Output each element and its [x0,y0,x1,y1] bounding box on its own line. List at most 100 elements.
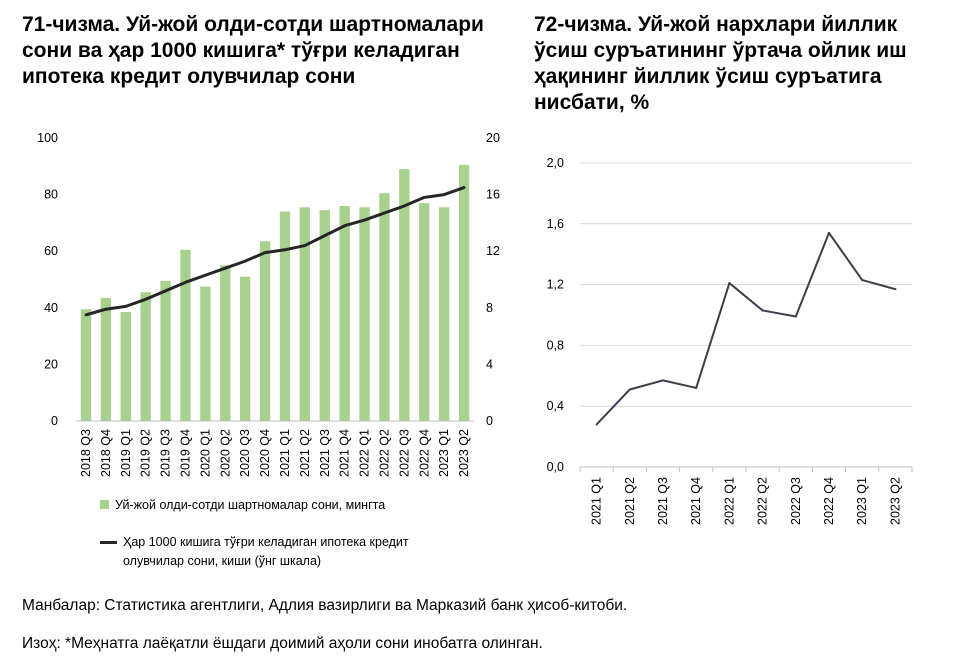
legend-line: Ҳар 1000 кишига тўғри келадиган ипотека … [100,533,510,571]
mortgage-point-2021-Q1 [283,248,287,252]
ratio-point-2022-Q2 [761,309,764,312]
ratio-point-2023-Q1 [861,279,864,282]
bar-2021-Q2 [299,207,311,421]
mortgage-point-2023-Q1 [442,193,446,197]
bar-2018-Q3 [80,309,92,421]
x-tick-label: 2019 Q3 [159,429,173,477]
bar-2022-Q4 [419,203,430,421]
y-right-tick-label: 16 [486,188,500,202]
ratio-point-2021-Q2 [628,388,631,391]
y-left-tick-label: 60 [44,244,58,258]
legend-line-label: Ҳар 1000 кишига тўғри келадиган ипотека … [123,535,409,568]
y-tick-label: 0,4 [547,399,564,413]
x-tick-label: 2022 Q4 [417,429,431,477]
x-tick-label: 2021 Q2 [623,477,637,525]
mortgage-line [85,186,465,317]
bar-2020-Q2 [220,265,231,421]
y-left-tick-label: 0 [51,414,58,428]
bar-2021-Q1 [279,211,291,421]
mortgage-point-2020-Q3 [243,259,247,263]
bar-2019-Q3 [160,280,171,421]
note-text: Изоҳ: *Меҳнатга лаёқатли ёшдаги доимий а… [22,635,543,652]
x-tick-label: 2023 Q1 [437,429,451,477]
bar-2022-Q3 [399,169,410,421]
bar-2019-Q2 [140,292,151,421]
mortgage-point-2022-Q1 [363,218,366,222]
y-right-tick-label: 20 [486,131,500,145]
x-tick-label: 2018 Q4 [99,429,113,477]
x-tick-label: 2022 Q3 [397,429,411,477]
x-tick-label: 2022 Q2 [756,477,770,525]
x-tick-label: 2019 Q4 [178,429,192,477]
mortgage-point-2020-Q1 [203,273,207,277]
bar-2021-Q4 [339,205,350,421]
legend-bars-label: Уй-жой олди-сотди шартномалар сони, минг… [115,498,386,512]
x-tick-label: 2022 Q1 [358,429,372,477]
bar-2019-Q1 [120,312,131,421]
x-tick-label: 2022 Q1 [722,477,736,525]
mortgage-point-2018-Q3 [84,313,88,317]
ratio-point-2021-Q1 [595,423,598,426]
x-tick-label: 2021 Q3 [656,477,670,525]
ratio-point-2022-Q3 [794,315,797,318]
mortgage-point-2021-Q4 [343,224,347,228]
ratio-point-2021-Q3 [662,379,664,382]
y-tick-label: 1,6 [547,217,564,231]
ratio-point-2022-Q1 [728,282,731,285]
mortgage-point-2020-Q2 [223,266,227,270]
y-tick-label: 0,8 [547,338,564,352]
y-left-tick-label: 100 [37,131,58,145]
x-tick-label: 2021 Q1 [278,429,292,477]
bar-2018-Q4 [100,297,112,421]
y-right-tick-label: 0 [486,414,493,428]
x-tick-label: 2019 Q2 [139,429,153,477]
x-tick-label: 2020 Q3 [238,429,252,477]
source-text: Манбалар: Статистика агентлиги, Адлия ва… [22,597,628,614]
mortgage-point-2019-Q2 [144,297,148,301]
legend-bars: Уй-жой олди-сотди шартномалар сони, минг… [100,496,520,515]
mortgage-point-2022-Q4 [422,196,426,199]
x-tick-label: 2020 Q1 [198,429,212,477]
y-tick-label: 2,0 [547,156,564,170]
mortgage-point-2020-Q4 [263,251,267,255]
mortgage-point-2023-Q2 [462,186,466,189]
y-left-tick-label: 20 [44,357,58,371]
legend-bar-swatch [100,500,109,509]
mortgage-point-2019-Q4 [184,280,187,284]
mortgage-point-2021-Q3 [323,234,327,238]
ratio-point-2022-Q4 [828,231,830,234]
x-tick-label: 2021 Q4 [338,429,352,477]
x-tick-label: 2020 Q4 [258,429,272,477]
y-right-tick-label: 12 [486,244,500,258]
y-tick-label: 1,2 [547,278,564,292]
chart-71-title: 71-чизма. Уй-жой олди-сотди шартномалари… [22,13,484,88]
mortgage-point-2022-Q3 [402,204,406,208]
mortgage-point-2021-Q2 [303,244,307,247]
x-tick-label: 2022 Q2 [377,429,391,477]
ratio-point-2023-Q2 [894,288,897,291]
bar-2023-Q2 [458,164,470,421]
x-tick-label: 2023 Q2 [888,477,902,525]
bar-2021-Q3 [319,210,330,421]
x-tick-label: 2023 Q1 [855,477,869,525]
bar-2020-Q4 [259,241,271,421]
x-tick-label: 2020 Q2 [218,429,232,477]
x-tick-label: 2018 Q3 [79,429,93,477]
x-tick-label: 2019 Q1 [119,429,133,477]
x-tick-label: 2021 Q3 [318,429,332,477]
y-right-tick-label: 4 [486,357,493,371]
x-tick-label: 2021 Q4 [689,477,703,525]
bar-2019-Q4 [180,249,191,421]
legend-line-swatch [100,541,117,544]
x-tick-label: 2023 Q2 [457,429,471,477]
x-tick-label: 2021 Q1 [590,477,604,525]
chart-72-title: 72-чизма. Уй-жой нархлари йиллик ўсиш су… [534,13,907,114]
mortgage-point-2019-Q3 [164,289,167,293]
mortgage-point-2022-Q2 [383,211,386,215]
bar-2020-Q3 [239,276,251,421]
bar-2022-Q2 [379,193,390,421]
ratio-line [595,231,896,426]
bar-2022-Q1 [359,207,370,421]
y-left-tick-label: 40 [44,301,58,315]
